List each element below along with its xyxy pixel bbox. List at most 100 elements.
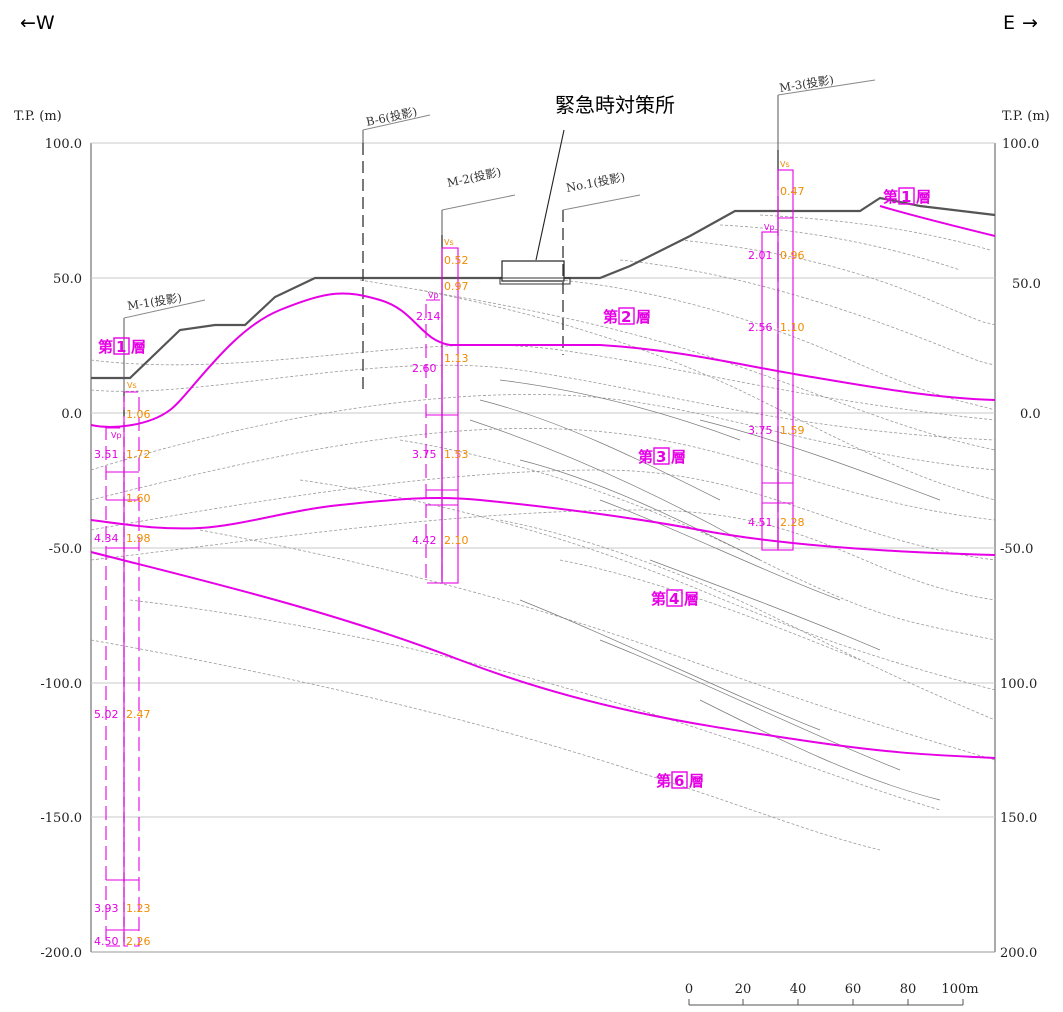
borehole-name: No.1(投影) (565, 170, 626, 195)
right-axis-title: T.P. (m) (1002, 109, 1050, 124)
vp-value: 4.50 (94, 935, 119, 948)
vp-value: 4.51 (748, 516, 773, 529)
layer-prefix: 第 (603, 308, 618, 326)
vp-value: 4.34 (94, 532, 119, 545)
scale-tick-label: 100m (941, 982, 978, 997)
left-tick-labels: 100.0 50.0 0.0 -50.0 -100.0 -150.0 -200.… (40, 137, 82, 961)
layer-label-3: 第 3 層 (638, 447, 686, 466)
vp-value: 5.02 (94, 708, 119, 721)
vp-value: 3.75 (748, 424, 773, 437)
scale-tick-label: 40 (790, 982, 807, 997)
left-tick-label: 100.0 (45, 137, 82, 152)
vs-value: 1.59 (780, 424, 805, 437)
vp-value: 2.01 (748, 249, 773, 262)
borehole-m1 (105, 391, 140, 947)
scale-bar: 0 20 40 60 80 100m (685, 982, 979, 1006)
layer-suffix: 層 (689, 772, 704, 790)
vs-value: 0.97 (444, 280, 469, 293)
layer-prefix: 第 (883, 188, 898, 206)
vp-header: Vp (428, 291, 439, 300)
facility-label: 緊急時対策所 (555, 93, 675, 117)
layer-number: 4 (669, 590, 679, 608)
vs-value: 2.28 (780, 516, 805, 529)
vp-value: 2.14 (416, 310, 441, 323)
vs-header: Vs (780, 160, 790, 169)
vs-value: 0.47 (780, 185, 805, 198)
vs-value: 1.13 (444, 352, 469, 365)
borehole-m2 (425, 235, 459, 584)
vs-value: 1.06 (126, 408, 151, 421)
vs-value: 1.72 (126, 448, 151, 461)
scale-tick-label: 0 (685, 982, 693, 997)
left-axis-title: T.P. (m) (14, 109, 62, 124)
borehole-name: M-1(投影) (126, 291, 182, 313)
bedding-lines (90, 214, 996, 851)
vs-value: 1.98 (126, 532, 151, 545)
scale-tick-label: 80 (900, 982, 917, 997)
layer-number: 2 (621, 308, 631, 326)
left-tick-label: -100.0 (40, 677, 82, 692)
borehole-projection-lines (123, 79, 876, 395)
right-tick-label: 100.0 (1000, 677, 1037, 692)
vs-value: 2.10 (444, 534, 469, 547)
vs-value: 1.53 (444, 448, 469, 461)
vs-value: 2.47 (126, 708, 151, 721)
layer-prefix: 第 (638, 448, 653, 466)
vs-value: 1.60 (126, 492, 151, 505)
right-tick-label: 0.0 (1020, 407, 1041, 422)
right-tick-labels: 100.0 50.0 0.0 -50.0 100.0 150.0 200.0 (1000, 137, 1041, 961)
layer-suffix: 層 (131, 338, 146, 356)
borehole-name: M-3(投影) (778, 73, 834, 95)
elevation-gridlines (91, 142, 995, 953)
vs-value: 1.23 (126, 902, 151, 915)
layer-prefix: 第 (98, 338, 113, 356)
scale-tick-label: 60 (845, 982, 862, 997)
layer-suffix: 層 (916, 188, 931, 206)
layer-boundaries (90, 205, 996, 759)
vp-header: Vp (764, 223, 775, 232)
layer-number: 6 (674, 772, 684, 790)
layer-number: 1 (116, 338, 126, 356)
layer-label-1-right: 第 1 層 (883, 187, 931, 206)
vs-value: 2.26 (126, 935, 151, 948)
layer-label-6: 第 6 層 (656, 771, 704, 790)
vs-value: 0.96 (780, 249, 805, 262)
left-tick-label: -50.0 (49, 542, 82, 557)
fault-lines (469, 379, 941, 801)
layer-prefix: 第 (651, 590, 666, 608)
right-tick-label: 100.0 (1002, 137, 1039, 152)
vp-value: 3.75 (412, 448, 437, 461)
borehole-name: B-6(投影) (365, 104, 419, 128)
vs-value: 0.52 (444, 254, 469, 267)
layer-number: 1 (901, 188, 911, 206)
vp-value: 3.51 (94, 448, 119, 461)
left-tick-label: -200.0 (40, 946, 82, 961)
layer-labels: 第 1 層 第 1 層 第 2 層 第 3 層 第 4 層 (98, 187, 931, 790)
vp-value: 4.42 (412, 534, 437, 547)
right-tick-label: 150.0 (1000, 811, 1037, 826)
vp-value: 3.93 (94, 902, 119, 915)
vp-value: 2.60 (412, 362, 437, 375)
vp-value: 2.56 (748, 321, 773, 334)
right-tick-label: 200.0 (1000, 946, 1037, 961)
east-direction-arrow: → (1022, 12, 1038, 34)
right-tick-label: 50.0 (1012, 277, 1041, 292)
layer-prefix: 第 (656, 772, 671, 790)
east-direction-letter: E (1003, 12, 1015, 34)
left-tick-label: -150.0 (40, 811, 82, 826)
facility-building (499, 129, 571, 285)
left-tick-label: 50.0 (53, 272, 82, 287)
vs-header: Vs (444, 238, 454, 247)
layer-label-4: 第 4 層 (651, 589, 699, 608)
layer-suffix: 層 (636, 308, 651, 326)
borehole-m3 (761, 150, 794, 551)
borehole-name: M-2(投影) (446, 165, 503, 190)
right-tick-label: -50.0 (1000, 542, 1033, 557)
layer-suffix: 層 (684, 590, 699, 608)
layer-label-1-left: 第 1 層 (98, 337, 146, 356)
layer-number: 3 (656, 448, 666, 466)
scale-tick-label: 20 (735, 982, 752, 997)
vs-value: 1.10 (780, 321, 805, 334)
layer-suffix: 層 (671, 448, 686, 466)
